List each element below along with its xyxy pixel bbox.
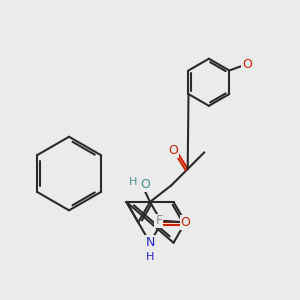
Text: O: O: [180, 216, 190, 229]
Text: O: O: [140, 178, 150, 191]
Text: H: H: [129, 177, 137, 187]
Text: O: O: [242, 58, 252, 71]
Text: F: F: [155, 214, 162, 227]
Text: O: O: [168, 144, 178, 157]
Text: H: H: [146, 252, 154, 262]
Text: N: N: [145, 236, 155, 249]
